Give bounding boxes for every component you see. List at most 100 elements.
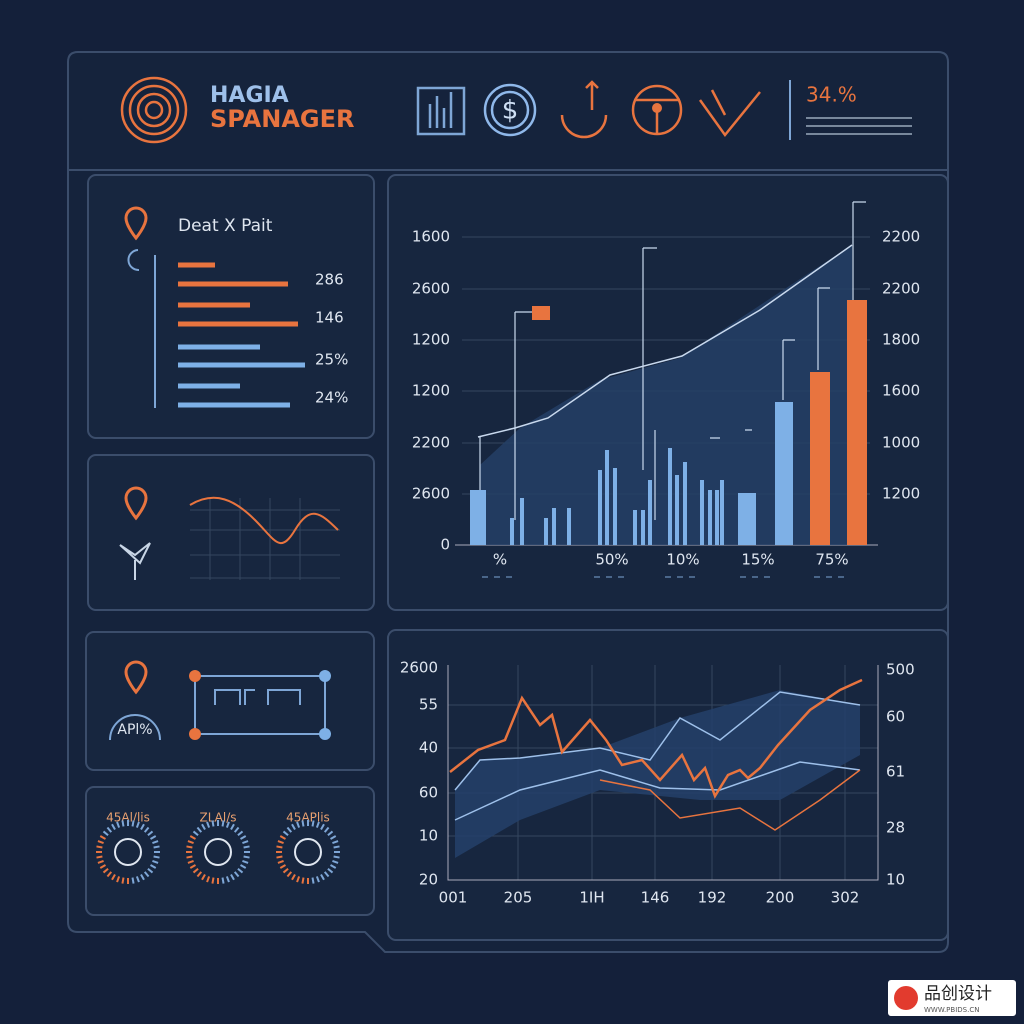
y2-tick-label: 1200 [882, 485, 920, 503]
pin [124, 486, 148, 521]
gauge-tick [111, 823, 116, 830]
gauge-label: 45APlis [286, 811, 330, 825]
gauge-tick [240, 864, 247, 869]
x-tick-label: 192 [698, 889, 727, 907]
gauge-tick [196, 871, 203, 878]
stat-lines [806, 117, 912, 135]
watermark-text: 品创设计 [924, 984, 992, 1004]
y2-tick-label: 1000 [882, 434, 920, 452]
y2-tick-label: 28 [886, 819, 905, 837]
y2-tick-label: 60 [886, 708, 905, 726]
gauge-tick [296, 821, 301, 828]
bar [633, 510, 637, 545]
gauge-ring [114, 838, 142, 866]
gauge-tick [240, 835, 247, 840]
gauge-tick [106, 871, 113, 878]
gauge-tick [237, 867, 244, 874]
node [189, 728, 201, 740]
line-main [449, 678, 863, 799]
gauge-tick [333, 845, 340, 849]
y-tick-label: 2600 [412, 280, 450, 298]
y-tick-label: 2600 [412, 485, 450, 503]
gauge-tick [147, 867, 154, 874]
gauge-tick [282, 830, 289, 837]
bar [598, 470, 602, 545]
gauge-tick [242, 859, 249, 864]
trend-panel [87, 454, 375, 611]
x-tick-label: 205 [504, 889, 533, 907]
gauge-tick [147, 830, 154, 837]
bar [470, 490, 486, 545]
gauge-tick [201, 823, 206, 830]
y2-tick-label: 1600 [882, 382, 920, 400]
y2-tick-label: 1800 [882, 331, 920, 349]
gauge-tick [99, 864, 106, 869]
y2-tick-label: 61 [886, 763, 905, 781]
y-tick-label: 40 [419, 739, 438, 757]
y-tick-label: 1600 [412, 228, 450, 246]
gauge-tick [233, 826, 240, 833]
line-upper [454, 691, 861, 791]
gauge-tick [327, 867, 334, 874]
y2-tick-label: 2200 [882, 228, 920, 246]
bar [613, 468, 617, 545]
gauge-tick [301, 820, 305, 827]
area [480, 245, 852, 545]
bar [567, 508, 571, 545]
gauge-tick [330, 835, 337, 840]
panel-title: Deat X Pait [178, 216, 273, 236]
gauge-tick [301, 877, 305, 884]
x-tick-label: 50% [595, 551, 628, 569]
summary-bars [178, 262, 305, 408]
gauge-tick [189, 835, 196, 840]
gauge-tick [206, 876, 211, 883]
status-label: APl% [117, 722, 152, 738]
gauge-ring [204, 838, 232, 866]
gauge-tick [242, 840, 249, 845]
gauge-tick [150, 835, 157, 840]
gauge-tick [153, 855, 160, 859]
gauge-tick [143, 871, 150, 878]
gauge-tick [135, 876, 140, 883]
gauge-tick [286, 826, 293, 833]
bar [715, 490, 719, 545]
brand-line: HAGIA [210, 83, 289, 108]
axes [447, 665, 879, 881]
gauge-tick [243, 845, 250, 849]
gauge-tick [121, 820, 125, 827]
bar [847, 300, 867, 545]
bar [775, 402, 793, 545]
gauge-tick [225, 876, 230, 883]
line-secondary [599, 769, 861, 831]
gauge-tick [111, 874, 116, 881]
gauge-tick [296, 876, 301, 883]
gauge-tick [243, 855, 250, 859]
gauge-tick [320, 874, 325, 881]
bar [648, 480, 652, 545]
summary-label: 25% [315, 351, 348, 369]
gauge-tick [187, 859, 194, 864]
summary-label: 286 [315, 271, 344, 289]
gauge-tick [221, 877, 225, 884]
gauge-tick [121, 877, 125, 884]
mini-line [189, 496, 339, 544]
gauge-tick [286, 871, 293, 878]
gauge-tick [131, 820, 135, 827]
gauge-tick [333, 855, 340, 859]
gauge-tick [291, 874, 296, 881]
bar [520, 498, 524, 545]
gauge-tick [211, 877, 215, 884]
gauge-tick [225, 821, 230, 828]
bar [510, 518, 514, 545]
gauge-tick [276, 845, 283, 849]
bar [720, 480, 724, 545]
plant-icon [119, 542, 151, 580]
gauge-tick [140, 823, 145, 830]
gauge-tick [192, 830, 199, 837]
x-tick-label: % [493, 551, 507, 569]
watermark [888, 980, 1016, 1016]
summary-label: 146 [315, 309, 344, 327]
gauge-tick [196, 826, 203, 833]
gauge-tick [311, 877, 315, 884]
